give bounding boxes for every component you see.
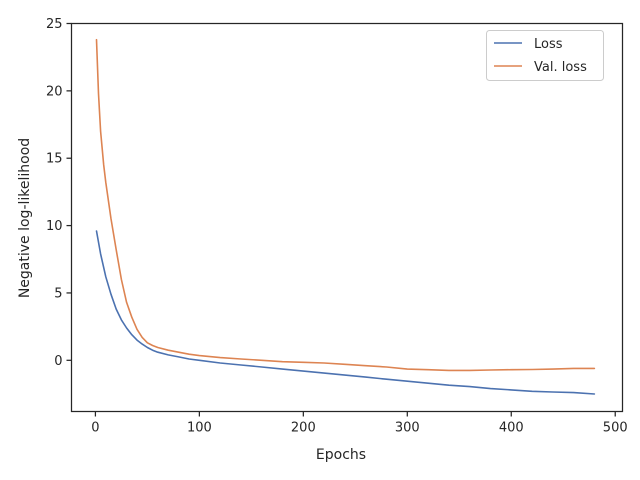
x-axis-title: Epochs <box>316 447 366 463</box>
y-axis-title: Negative log-likelihood <box>17 138 33 298</box>
x-axis: 0 100 200 300 400 500 <box>91 411 628 436</box>
y-tick-label: 20 <box>46 84 63 99</box>
plot-area <box>95 38 596 395</box>
y-tick-label: 15 <box>46 152 63 167</box>
series-line-val-loss <box>95 38 596 372</box>
legend-label-loss: Loss <box>534 37 563 52</box>
y-tick-label: 25 <box>46 17 63 32</box>
y-tick-label: 10 <box>46 219 63 234</box>
series-line-loss <box>95 230 596 395</box>
x-tick-label: 400 <box>499 421 524 436</box>
y-axis: 0 5 10 15 20 25 <box>46 17 72 369</box>
x-tick-label: 0 <box>91 421 99 436</box>
legend-label-val-loss: Val. loss <box>534 60 587 75</box>
legend: Loss Val. loss <box>486 30 604 81</box>
plot-frame <box>70 22 624 413</box>
y-tick-label: 5 <box>54 286 62 301</box>
y-tick-label: 0 <box>54 354 62 369</box>
x-tick-label: 100 <box>187 421 212 436</box>
x-tick-label: 500 <box>603 421 628 436</box>
x-tick-label: 200 <box>291 421 316 436</box>
x-tick-label: 300 <box>395 421 420 436</box>
